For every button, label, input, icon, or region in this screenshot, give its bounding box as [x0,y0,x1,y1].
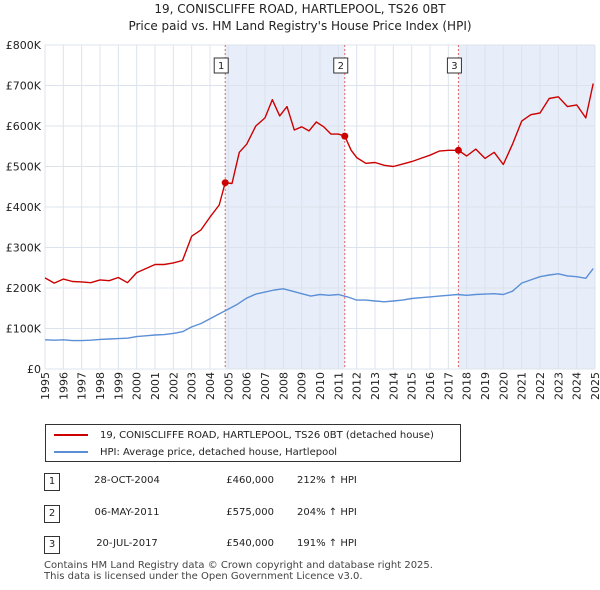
transaction-number: 2 [44,505,60,523]
x-tick-label: 2022 [534,372,547,400]
x-tick-label: 2017 [442,372,455,400]
marker-label: 3 [451,61,457,72]
y-tick-label: £0 [27,363,41,376]
x-tick-label: 2019 [479,372,492,400]
x-tick-label: 2013 [369,372,382,400]
transaction-price: £540,000 [226,538,274,549]
x-tick-label: 2020 [497,372,510,400]
transaction-number: 1 [44,473,60,491]
transaction-hpi: 212% ↑ HPI [297,475,357,486]
y-tick-label: £800K [6,39,42,52]
marker-label: 1 [218,61,224,72]
transaction-date: 20-JUL-2017 [96,538,158,549]
legend-label-property: 19, CONISCLIFFE ROAD, HARTLEPOOL, TS26 0… [100,429,434,441]
series-line-property [44,83,594,284]
marker-box [213,57,229,74]
x-tick-label: 1996 [57,372,70,400]
chart-legend: 19, CONISCLIFFE ROAD, HARTLEPOOL, TS26 0… [45,424,461,462]
transaction-price: £460,000 [226,475,274,486]
chart-subtitle: Price paid vs. HM Land Registry's House … [128,19,472,33]
legend-label-hpi: HPI: Average price, detached house, Hart… [100,446,338,458]
x-tick-label: 2014 [387,372,400,400]
x-tick-label: 1997 [76,372,89,400]
x-tick-label: 2005 [222,372,235,400]
sale-point [341,132,349,140]
marker-label: 2 [338,61,344,72]
y-tick-label: £100K [6,323,42,336]
y-tick-label: £200K [6,282,42,295]
chart-title: 19, CONISCLIFFE ROAD, HARTLEPOOL, TS26 0… [154,2,446,16]
x-tick-label: 2025 [589,372,600,400]
x-tick-label: 2010 [314,372,327,400]
x-tick-label: 2002 [167,372,180,400]
x-tick-label: 2004 [204,372,217,400]
footer-licence: This data is licensed under the Open Gov… [44,571,363,582]
series-line-hpi [44,268,594,342]
x-tick-label: 2000 [131,372,144,400]
x-tick-label: 1998 [94,372,107,400]
transaction-price: £575,000 [226,507,274,518]
x-tick-label: 2021 [516,372,529,400]
transaction-row: 1 28-OCT-2004 £460,000 212% ↑ HPI [44,473,464,491]
transaction-date: 28-OCT-2004 [94,475,160,486]
x-tick-label: 1995 [39,372,52,400]
x-tick-label: 2023 [552,372,565,400]
sale-point [454,146,462,154]
transaction-hpi: 204% ↑ HPI [297,507,357,518]
x-tick-label: 2009 [296,372,309,400]
x-tick-label: 2008 [277,372,290,400]
legend-item-property: 19, CONISCLIFFE ROAD, HARTLEPOOL, TS26 0… [54,427,434,443]
x-tick-label: 2011 [332,372,345,400]
y-tick-label: £400K [6,201,42,214]
x-tick-label: 2018 [461,372,474,400]
y-tick-label: £500K [6,161,42,174]
sale-point [221,179,229,187]
y-tick-label: £700K [6,80,42,93]
transaction-row: 2 06-MAY-2011 £575,000 204% ↑ HPI [44,505,464,523]
x-tick-label: 2016 [424,372,437,400]
x-tick-label: 2003 [186,372,199,400]
transaction-row: 3 20-JUL-2017 £540,000 191% ↑ HPI [44,536,464,554]
price-chart: 1 2 3 £0 £100K £200K £300K £400K £500K £600K £700K… [6,39,600,400]
footer: Contains HM Land Registry data © Crown c… [44,560,433,582]
marker-box [333,57,349,74]
x-tick-label: 2007 [259,372,272,400]
transaction-date: 06-MAY-2011 [94,507,160,518]
x-tick-label: 2015 [406,372,419,400]
x-tick-label: 1999 [112,372,125,400]
x-tick-label: 2012 [351,372,364,400]
legend-swatch-property [54,434,88,436]
x-tick-label: 2024 [571,372,584,400]
legend-swatch-hpi [54,451,88,453]
x-tick-label: 2006 [241,372,254,400]
y-tick-label: £600K [6,120,42,133]
marker-box [446,57,462,74]
x-tick-label: 2001 [149,372,162,400]
transaction-hpi: 191% ↑ HPI [297,538,357,549]
footer-copyright: Contains HM Land Registry data © Crown c… [44,560,433,571]
legend-item-hpi: HPI: Average price, detached house, Hart… [54,444,337,460]
transaction-number: 3 [44,536,60,554]
y-tick-label: £300K [6,242,42,255]
